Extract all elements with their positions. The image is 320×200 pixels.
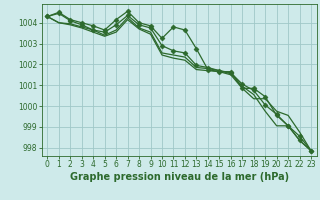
X-axis label: Graphe pression niveau de la mer (hPa): Graphe pression niveau de la mer (hPa) xyxy=(70,172,289,182)
